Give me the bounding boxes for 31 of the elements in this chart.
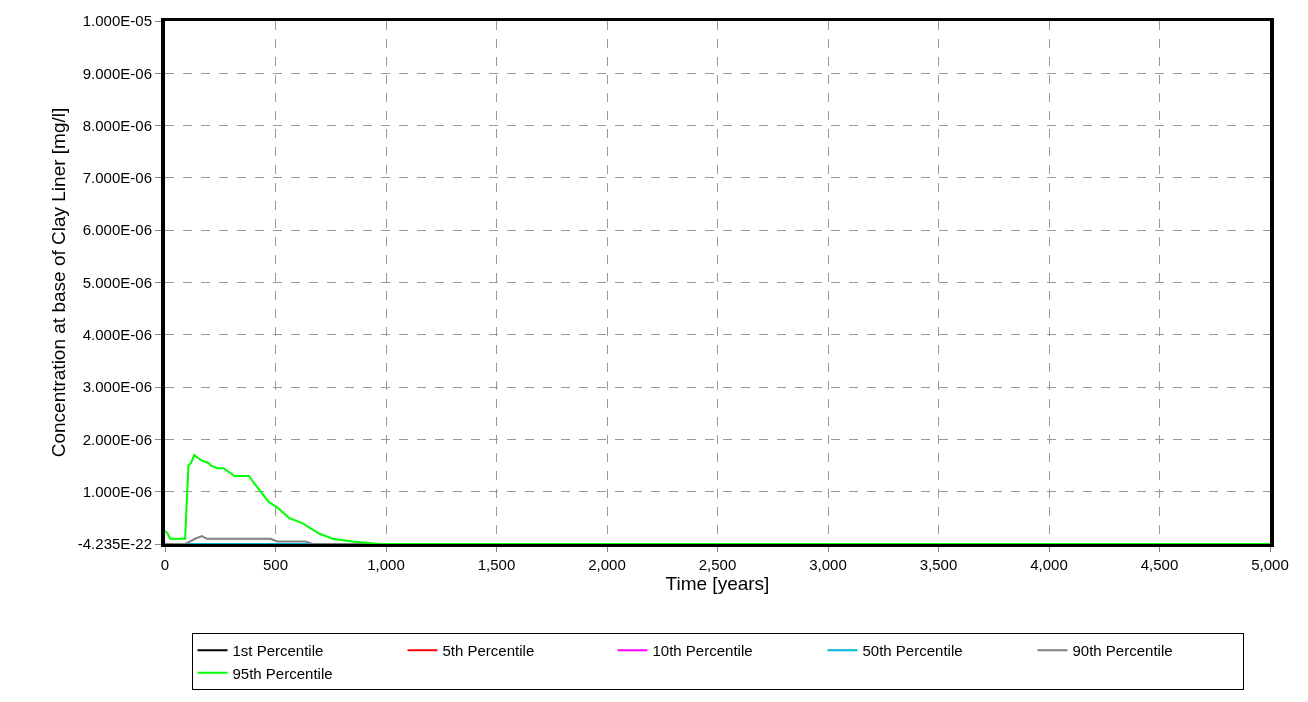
x-tick-label: 2,500 — [698, 556, 737, 573]
y-tick-label: 1.000E-06 — [82, 482, 152, 500]
y-tick-label: 8.000E-06 — [82, 116, 152, 134]
y-tick-label: 1.000E-05 — [82, 12, 152, 30]
x-tick-label: 3,500 — [919, 556, 958, 573]
x-tick-label: 2,000 — [588, 556, 626, 573]
x-tick-label: 3,000 — [809, 556, 847, 573]
x-tick-label: 1,500 — [477, 556, 516, 573]
y-tick-label: 5.000E-06 — [82, 273, 152, 291]
x-tick-label: 500 — [262, 556, 289, 573]
legend-label: 50th Percentile — [862, 642, 963, 660]
legend-label: 95th Percentile — [232, 664, 333, 682]
legend-label: 10th Percentile — [652, 642, 753, 660]
x-tick-label: 5,000 — [1251, 556, 1289, 573]
y-tick-label: 2.000E-06 — [82, 430, 152, 448]
y-tick-label: 6.000E-06 — [82, 221, 152, 239]
line-series — [165, 454, 1270, 544]
y-axis-title: Concentration at base of Clay Liner [mg/l] — [48, 107, 70, 458]
y-tick-label: 4.000E-06 — [82, 326, 152, 344]
legend-label: 90th Percentile — [1072, 642, 1173, 660]
x-axis-title: Time [years] — [665, 573, 770, 594]
y-tick-label: 3.000E-06 — [82, 378, 152, 396]
x-tick-label: 4,500 — [1140, 556, 1179, 573]
y-tick-label: 7.000E-06 — [82, 169, 152, 187]
y-tick-label: 9.000E-06 — [82, 64, 152, 82]
y-tick-label: -4.235E-22 — [77, 535, 152, 553]
x-tick-label: 0 — [160, 556, 170, 573]
x-tick-label: 1,000 — [367, 556, 405, 573]
legend-label: 5th Percentile — [442, 642, 535, 660]
legend-label: 1st Percentile — [232, 642, 324, 660]
x-tick-label: 4,000 — [1030, 556, 1068, 573]
